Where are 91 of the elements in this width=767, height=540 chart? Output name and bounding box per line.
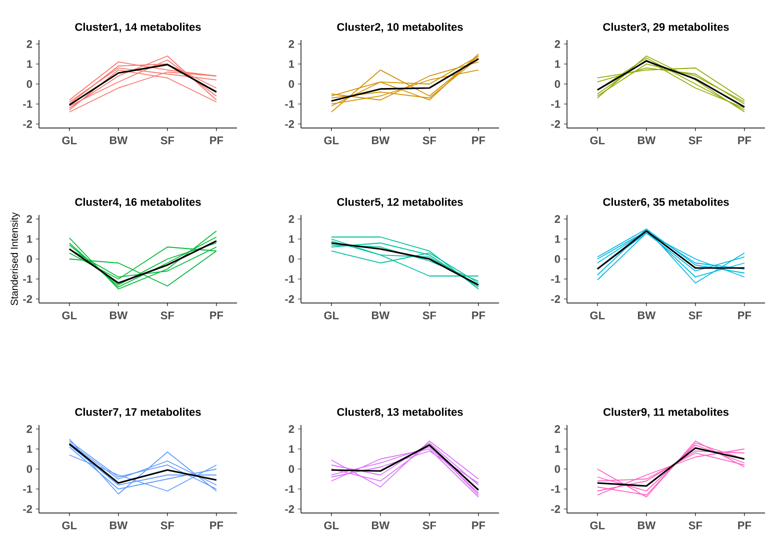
x-tick-label: SF — [422, 522, 436, 530]
y-tick-label: -1 — [551, 100, 560, 108]
y-tick-label: 1 — [289, 235, 294, 243]
y-tick-label: -2 — [551, 505, 560, 513]
x-tick-label: BW — [110, 136, 128, 144]
y-tick-label: 0 — [554, 80, 560, 88]
x-tick-label: SF — [422, 312, 436, 320]
y-tick-label: 2 — [26, 425, 32, 433]
y-tick-label: -1 — [285, 275, 294, 283]
y-tick-label: -2 — [285, 295, 294, 303]
chart-title: Cluster4, 16 metabolites — [75, 198, 201, 208]
x-tick-label: GL — [590, 522, 605, 530]
x-tick-label: SF — [160, 522, 174, 530]
y-tick-label: 0 — [26, 80, 32, 88]
y-tick-label: -2 — [285, 505, 294, 513]
y-tick-label: 2 — [26, 40, 32, 48]
y-tick-label: 0 — [26, 465, 32, 473]
y-tick-label: -1 — [23, 275, 32, 283]
y-tick-label: 2 — [554, 215, 560, 223]
x-tick-label: PF — [738, 522, 752, 530]
x-tick-label: PF — [472, 312, 486, 320]
x-tick-label: SF — [688, 522, 702, 530]
y-tick-label: -2 — [551, 295, 560, 303]
y-tick-label: -2 — [551, 120, 560, 128]
y-tick-label: 0 — [288, 80, 294, 88]
y-tick-label: -1 — [285, 100, 294, 108]
x-tick-label: BW — [110, 522, 128, 530]
x-tick-label: GL — [62, 136, 77, 144]
x-tick-label: BW — [372, 522, 390, 530]
y-tick-label: -1 — [551, 485, 560, 493]
x-tick-label: BW — [110, 312, 128, 320]
x-tick-label: PF — [210, 522, 224, 530]
x-tick-label: SF — [688, 312, 702, 320]
y-tick-label: 2 — [554, 425, 560, 433]
chart-title: Cluster8, 13 metabolites — [337, 408, 463, 418]
y-axis-title: Standerised Intensity — [10, 212, 20, 306]
y-tick-label: 0 — [288, 255, 294, 263]
x-tick-label: GL — [324, 522, 339, 530]
x-tick-label: SF — [422, 136, 436, 144]
chart-title: Cluster5, 12 metabolites — [337, 198, 463, 208]
y-tick-label: -2 — [23, 120, 32, 128]
x-tick-label: PF — [738, 136, 752, 144]
y-tick-label: 0 — [26, 255, 32, 263]
y-tick-label: 2 — [288, 215, 294, 223]
y-tick-label: 1 — [289, 60, 294, 68]
x-tick-label: GL — [590, 136, 605, 144]
y-tick-label: 2 — [288, 40, 294, 48]
y-tick-label: 0 — [554, 465, 560, 473]
x-tick-label: BW — [372, 312, 390, 320]
x-tick-label: BW — [638, 312, 656, 320]
x-tick-label: GL — [590, 312, 605, 320]
y-tick-label: 2 — [26, 215, 32, 223]
y-tick-label: -1 — [285, 485, 294, 493]
chart-title: Cluster3, 29 metabolites — [603, 22, 729, 32]
y-tick-label: -1 — [23, 485, 32, 493]
x-tick-label: GL — [324, 312, 339, 320]
y-tick-label: 1 — [27, 445, 32, 453]
x-tick-label: BW — [372, 136, 390, 144]
x-tick-label: BW — [638, 136, 656, 144]
y-tick-label: 1 — [27, 60, 32, 68]
x-tick-label: PF — [472, 522, 486, 530]
y-tick-label: -2 — [23, 295, 32, 303]
y-tick-label: 1 — [555, 445, 560, 453]
y-tick-label: 1 — [289, 445, 294, 453]
x-tick-label: GL — [62, 522, 77, 530]
x-tick-label: GL — [324, 136, 339, 144]
y-tick-label: 2 — [554, 40, 560, 48]
y-tick-label: 1 — [555, 235, 560, 243]
x-tick-label: SF — [160, 312, 174, 320]
y-tick-label: -2 — [285, 120, 294, 128]
y-tick-label: -2 — [23, 505, 32, 513]
x-tick-label: SF — [688, 136, 702, 144]
x-tick-label: GL — [62, 312, 77, 320]
x-tick-label: PF — [738, 312, 752, 320]
chart-title: Cluster6, 35 metabolites — [603, 198, 729, 208]
y-tick-label: -1 — [23, 100, 32, 108]
chart-title: Cluster7, 17 metabolites — [75, 408, 201, 418]
y-tick-label: 0 — [554, 255, 560, 263]
x-tick-label: BW — [638, 522, 656, 530]
x-tick-label: PF — [472, 136, 486, 144]
y-tick-label: 0 — [288, 465, 294, 473]
y-tick-label: 2 — [288, 425, 294, 433]
x-tick-label: SF — [160, 136, 174, 144]
x-tick-label: PF — [210, 312, 224, 320]
chart-title: Cluster9, 11 metabolites — [603, 408, 729, 418]
y-tick-label: -1 — [551, 275, 560, 283]
x-tick-label: PF — [210, 136, 224, 144]
chart-title: Cluster1, 14 metabolites — [75, 22, 201, 32]
y-tick-label: 1 — [27, 235, 32, 243]
chart-title: Cluster2, 10 metabolites — [337, 22, 463, 32]
y-tick-label: 1 — [555, 60, 560, 68]
